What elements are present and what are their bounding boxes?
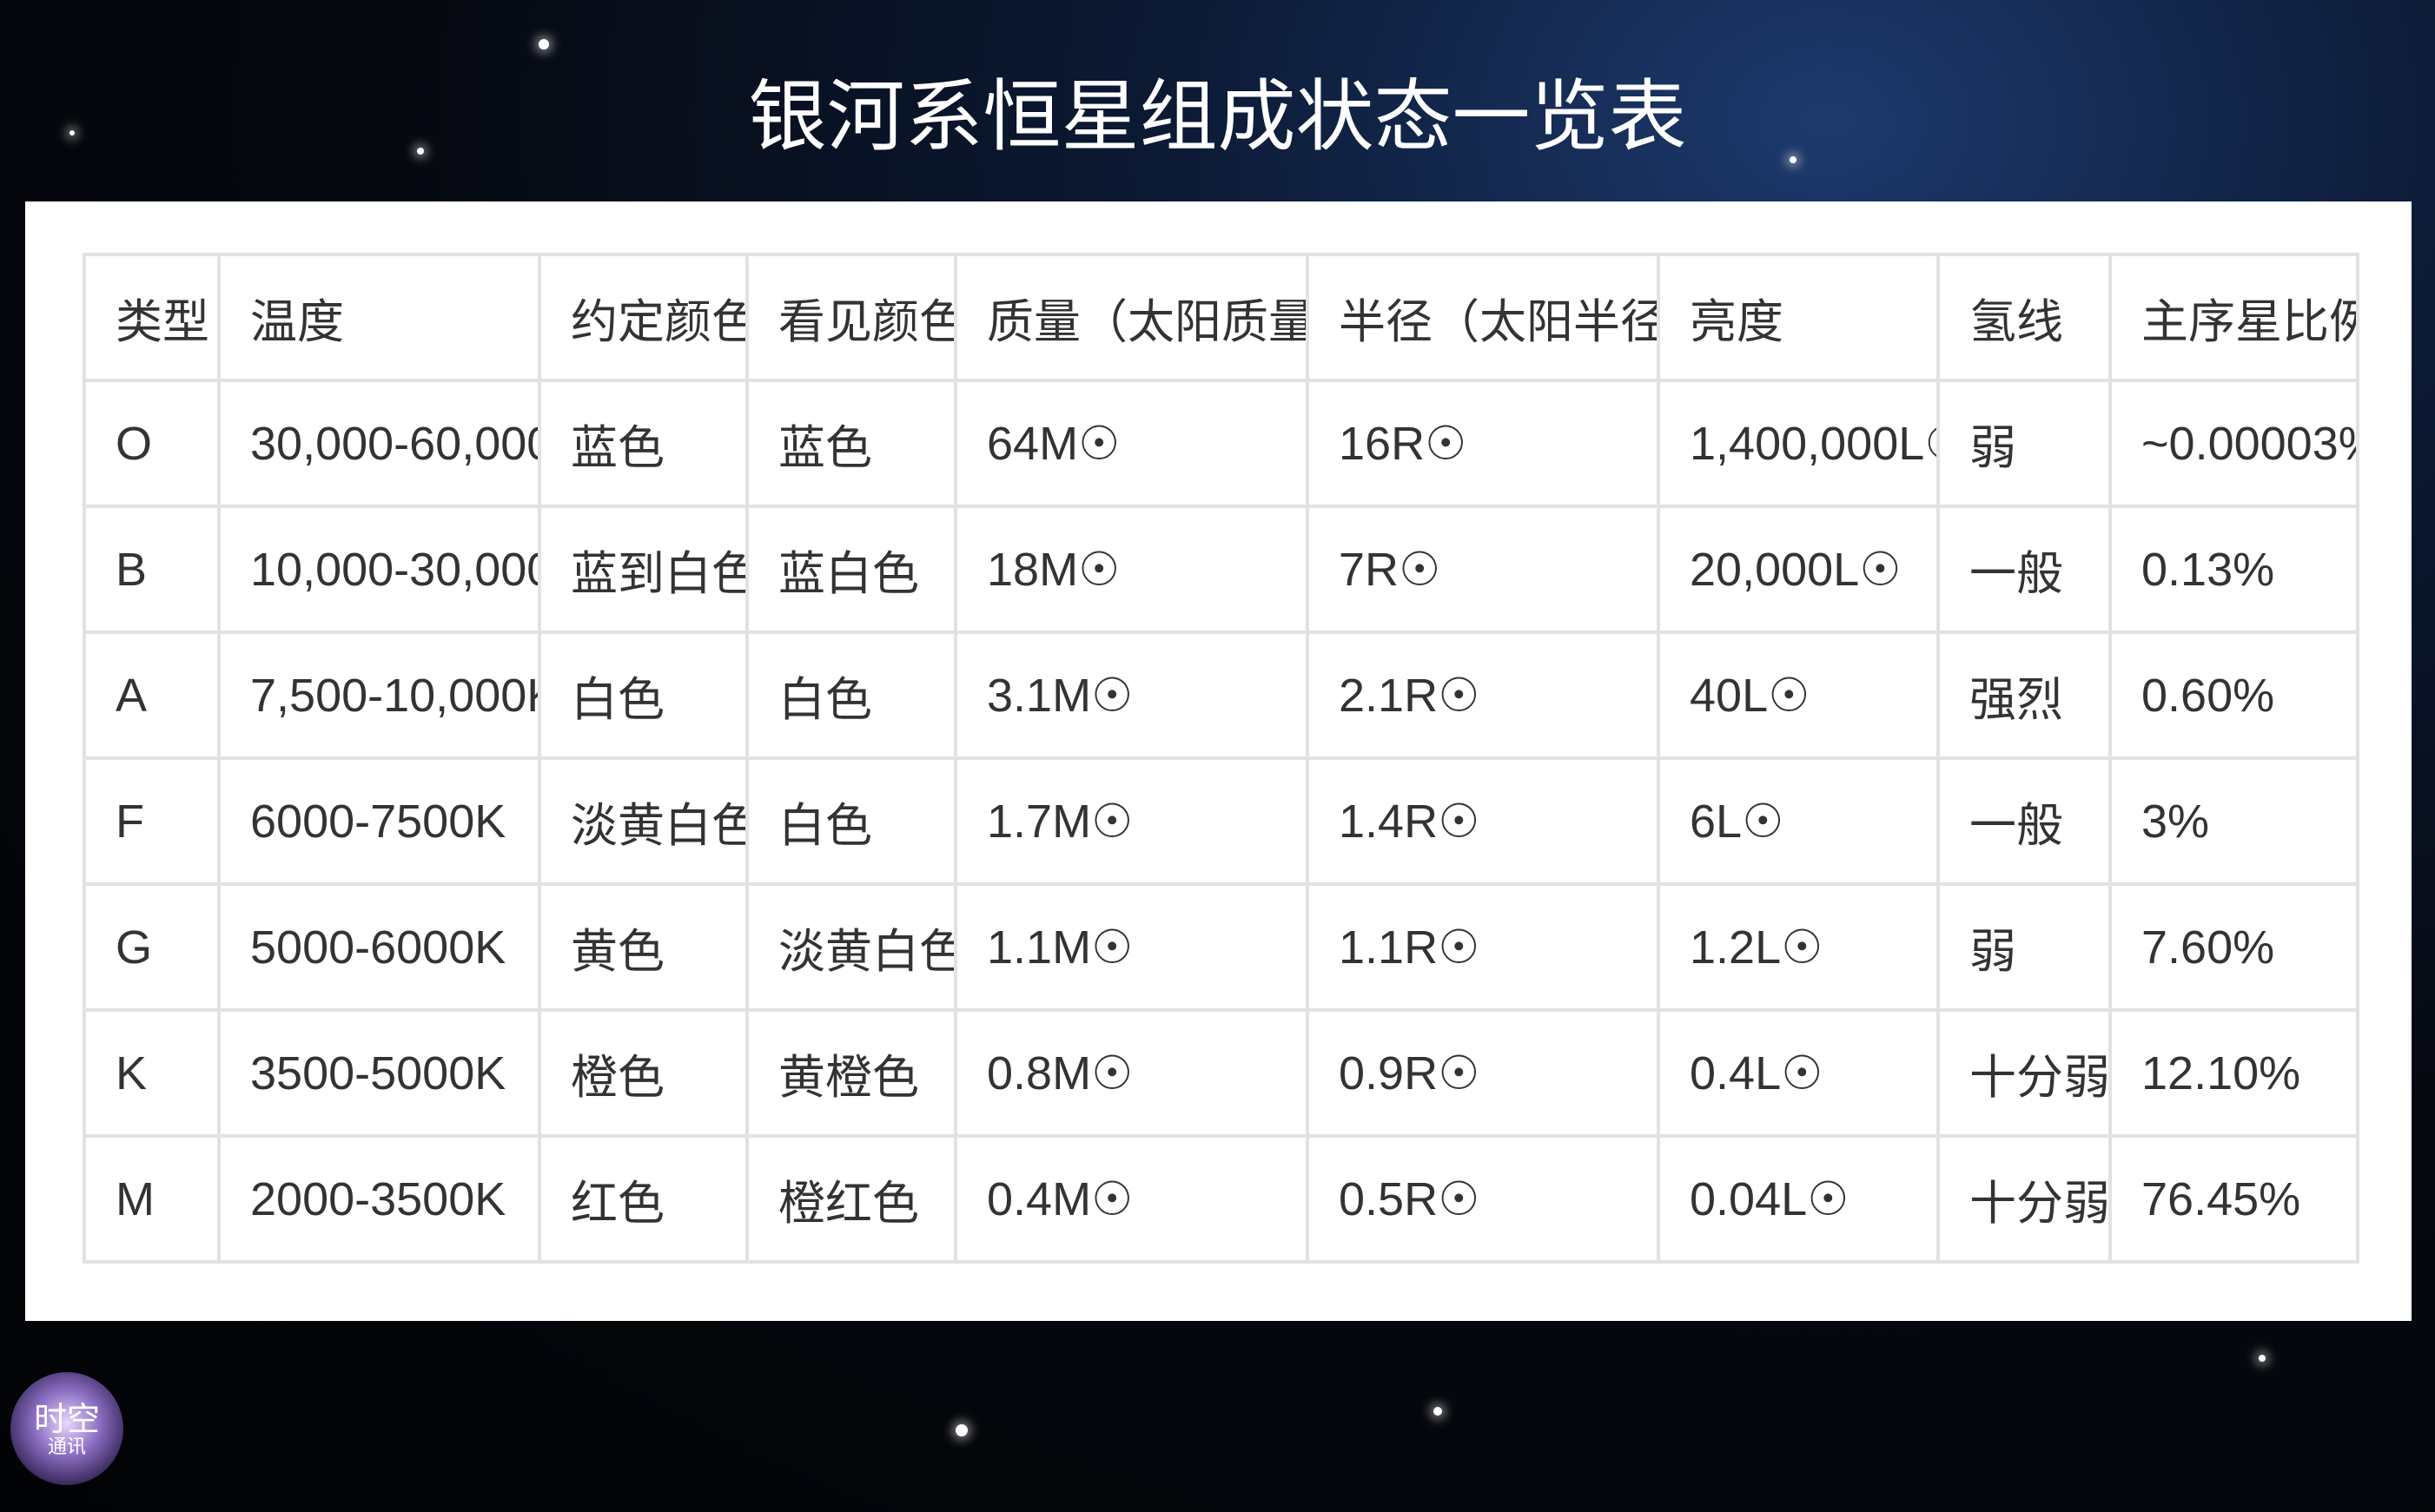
cell: 64M☉ [956,380,1307,506]
cell: 0.4M☉ [956,1136,1307,1262]
cell: 3.1M☉ [956,632,1307,758]
table-row: M2000-3500K红色橙红色0.4M☉0.5R☉0.04L☉十分弱76.45… [84,1136,2358,1262]
header-row: 类型温度约定颜色看见颜色质量（太阳质量）半径（太阳半径）亮度氢线主序星比例 [84,254,2358,380]
header-cell: 看见颜色 [747,254,956,380]
cell: F [84,758,219,884]
logo-text: 通讯 [10,1436,123,1459]
table-row: A7,500-10,000K白色白色3.1M☉2.1R☉40L☉强烈0.60% [84,632,2358,758]
table-row: B10,000-30,000K蓝到白色蓝白色18M☉7R☉20,000L☉一般0… [84,506,2358,632]
cell: 蓝白色 [747,506,956,632]
header-cell: 温度 [219,254,539,380]
cell: 0.9R☉ [1307,1010,1658,1136]
table-row: G5000-6000K黄色淡黄白色1.1M☉1.1R☉1.2L☉弱7.60% [84,884,2358,1010]
cell: 18M☉ [956,506,1307,632]
cell: A [84,632,219,758]
cell: O [84,380,219,506]
cell: 12.10% [2110,1010,2358,1136]
cell: 7R☉ [1307,506,1658,632]
table-row: K3500-5000K橙色黄橙色0.8M☉0.9R☉0.4L☉十分弱12.10% [84,1010,2358,1136]
cell: 3500-5000K [219,1010,539,1136]
cell: 0.5R☉ [1307,1136,1658,1262]
cell: 黄色 [539,884,747,1010]
cell: 黄橙色 [747,1010,956,1136]
cell: 1,400,000L☉ [1658,380,1938,506]
cell: 0.04L☉ [1658,1136,1938,1262]
cell: 40L☉ [1658,632,1938,758]
cell: 1.1M☉ [956,884,1307,1010]
cell: 0.13% [2110,506,2358,632]
star [1433,1407,1442,1416]
logo: 时空 通讯 [10,1372,123,1485]
cell: 橙红色 [747,1136,956,1262]
cell: 强烈 [1938,632,2110,758]
header-cell: 质量（太阳质量） [956,254,1307,380]
star [956,1424,968,1436]
logo-text: 时空 [10,1402,123,1436]
header-cell: 类型 [84,254,219,380]
title: 银河系恒星组成状态一览表 [0,69,2435,165]
cell: 16R☉ [1307,380,1658,506]
table-row: O30,000-60,000K蓝色蓝色64M☉16R☉1,400,000L☉弱~… [84,380,2358,506]
cell: 一般 [1938,506,2110,632]
cell: 蓝色 [747,380,956,506]
cell: 6000-7500K [219,758,539,884]
cell: 蓝到白色 [539,506,747,632]
star-table: 类型温度约定颜色看见颜色质量（太阳质量）半径（太阳半径）亮度氢线主序星比例O30… [83,253,2359,1264]
cell: B [84,506,219,632]
cell: 红色 [539,1136,747,1262]
cell: 橙色 [539,1010,747,1136]
cell: 20,000L☉ [1658,506,1938,632]
header-cell: 约定颜色 [539,254,747,380]
cell: M [84,1136,219,1262]
cell: 白色 [747,758,956,884]
cell: 白色 [747,632,956,758]
cell: G [84,884,219,1010]
cell: 30,000-60,000K [219,380,539,506]
cell: 2000-3500K [219,1136,539,1262]
cell: 0.8M☉ [956,1010,1307,1136]
cell: 7,500-10,000K [219,632,539,758]
cell: 1.4R☉ [1307,758,1658,884]
cell: 一般 [1938,758,2110,884]
header-cell: 氢线 [1938,254,2110,380]
table-row: F6000-7500K淡黄白色白色1.7M☉1.4R☉6L☉一般3% [84,758,2358,884]
cell: 1.7M☉ [956,758,1307,884]
cell: 2.1R☉ [1307,632,1658,758]
header-cell: 主序星比例 [2110,254,2358,380]
cell: 淡黄白色 [539,758,747,884]
cell: 1.1R☉ [1307,884,1658,1010]
cell: 76.45% [2110,1136,2358,1262]
cell: 5000-6000K [219,884,539,1010]
cell: 白色 [539,632,747,758]
cell: K [84,1010,219,1136]
cell: 10,000-30,000K [219,506,539,632]
cell: 淡黄白色 [747,884,956,1010]
cell: 7.60% [2110,884,2358,1010]
header-cell: 亮度 [1658,254,1938,380]
cell: 弱 [1938,380,2110,506]
cell: 十分弱 [1938,1010,2110,1136]
cell: 蓝色 [539,380,747,506]
header-cell: 半径（太阳半径） [1307,254,1658,380]
cell: 弱 [1938,884,2110,1010]
cell: 1.2L☉ [1658,884,1938,1010]
table-panel: 类型温度约定颜色看见颜色质量（太阳质量）半径（太阳半径）亮度氢线主序星比例O30… [25,201,2412,1321]
cell: 0.4L☉ [1658,1010,1938,1136]
cell: 6L☉ [1658,758,1938,884]
cell: 3% [2110,758,2358,884]
star [539,39,549,50]
star [2259,1355,2266,1362]
cell: 0.60% [2110,632,2358,758]
cell: ~0.00003% [2110,380,2358,506]
cell: 十分弱 [1938,1136,2110,1262]
